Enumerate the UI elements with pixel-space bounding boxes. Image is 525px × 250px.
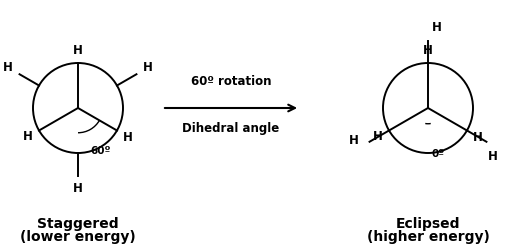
Text: H: H bbox=[23, 130, 33, 143]
Text: Staggered: Staggered bbox=[37, 217, 119, 231]
Text: H: H bbox=[349, 134, 359, 147]
Text: H: H bbox=[3, 61, 13, 74]
Text: H: H bbox=[423, 44, 433, 57]
Text: H: H bbox=[73, 182, 83, 195]
Text: (lower energy): (lower energy) bbox=[20, 230, 136, 244]
Text: H: H bbox=[373, 130, 383, 143]
Text: 60º rotation: 60º rotation bbox=[191, 75, 271, 88]
Text: H: H bbox=[488, 150, 498, 162]
Text: 0º: 0º bbox=[431, 150, 444, 160]
Text: Dihedral angle: Dihedral angle bbox=[182, 122, 280, 135]
Text: H: H bbox=[143, 61, 153, 74]
Text: H: H bbox=[123, 130, 133, 143]
Text: Eclipsed: Eclipsed bbox=[396, 217, 460, 231]
Text: H: H bbox=[474, 130, 483, 143]
Text: H: H bbox=[432, 21, 442, 34]
Text: 60º: 60º bbox=[90, 146, 111, 156]
Text: H: H bbox=[73, 44, 83, 57]
Text: (higher energy): (higher energy) bbox=[366, 230, 489, 244]
